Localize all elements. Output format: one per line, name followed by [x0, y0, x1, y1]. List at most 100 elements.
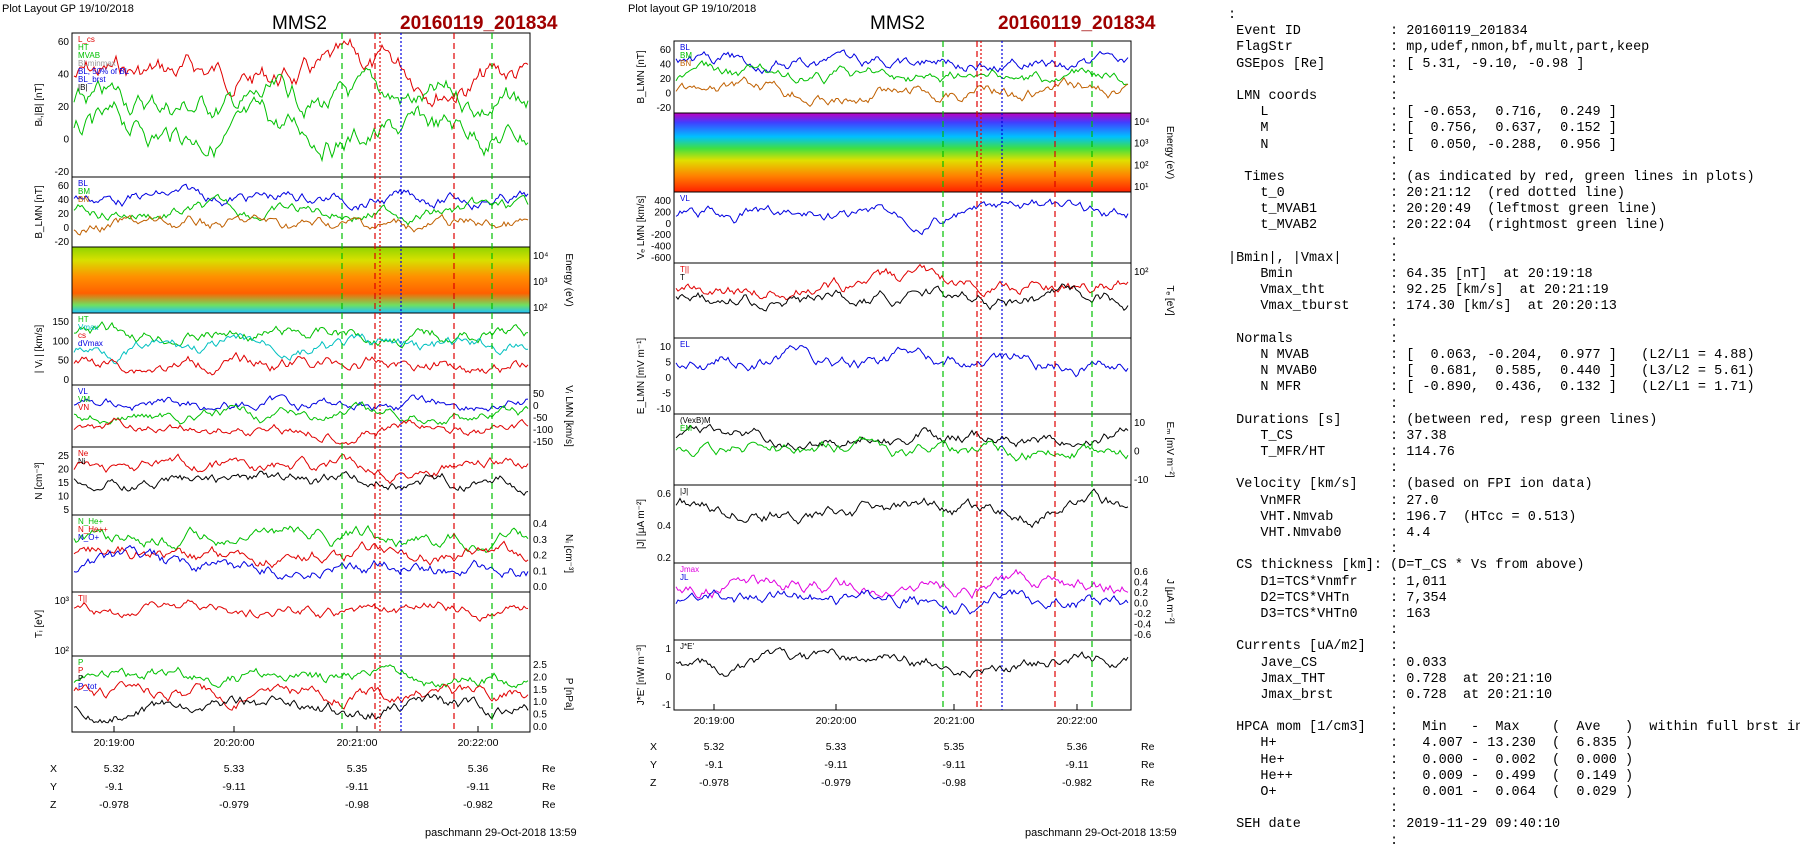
- y-tick-label: 1: [665, 644, 671, 655]
- plot-panel-5: 10 5 0 -5 -10 E_LMN [mV m⁻¹] EL: [636, 337, 1132, 415]
- y-tick-label: 0: [665, 219, 671, 230]
- series-line: [73, 193, 529, 226]
- y-tick-label: 0.2: [657, 553, 671, 564]
- y-tick-label: 60: [58, 181, 70, 192]
- legend-entry: VL: [680, 194, 690, 203]
- legend-entry: T||: [78, 594, 87, 603]
- left-header: Plot Layout GP 19/10/2018: [2, 3, 134, 15]
- series-line: [675, 198, 1129, 236]
- info-line: L : [ -0.653, 0.716, 0.249 ]: [1228, 105, 1617, 121]
- y-tick-label-right: 1.5: [533, 685, 547, 696]
- legend-entry: Jmax: [680, 565, 699, 574]
- info-line: N MVAB0 : [ 0.681, 0.585, 0.440 ] (L3/L2…: [1228, 364, 1755, 380]
- y-tick-label-right: -0.4: [1134, 620, 1152, 631]
- series-line: [73, 394, 529, 412]
- info-line: Bmin : 64.35 [nT] at 20:19:18: [1228, 267, 1593, 282]
- panel-frame: [71, 32, 531, 178]
- info-line: H+ : 4.007 - 13.230 ( 6.835 ): [1228, 736, 1634, 752]
- legend-entry: P: [78, 674, 83, 683]
- x-tick-label: 20:21:00: [337, 737, 378, 749]
- x-tick-label: 20:19:00: [94, 737, 135, 749]
- y-tick-label: 5: [665, 358, 671, 369]
- y-tick-label-right: 10²: [533, 303, 548, 314]
- series-line: [675, 345, 1129, 378]
- x-tick-label: 20:22:00: [1057, 715, 1098, 727]
- ephemeris-row-name: X: [650, 741, 657, 753]
- ephemeris-row-name: Z: [650, 777, 657, 789]
- ephemeris-value: -9.11: [345, 781, 368, 793]
- y-tick-label: 10: [58, 492, 70, 503]
- series-line: [675, 76, 1129, 107]
- legend-entry: JL: [680, 573, 689, 582]
- info-line: :: [1228, 153, 1399, 169]
- panel-frame: [71, 176, 531, 248]
- info-line: VHT.Nmvab0 : 4.4: [1228, 526, 1431, 541]
- left-event-id: 20160119_201834: [400, 13, 558, 34]
- series-line: [675, 488, 1129, 529]
- info-line: D1=TCS*Vnmfr : 1,011: [1228, 574, 1447, 590]
- y-tick-label-right: 50: [533, 389, 545, 400]
- legend-entry: |J|: [680, 487, 688, 496]
- y-tick-label-right: 10²: [1134, 160, 1149, 171]
- x-tick-label: 20:21:00: [934, 715, 975, 727]
- info-line: HPCA mom [1/cm3] : Min - Max ( Ave ) wit…: [1228, 720, 1800, 736]
- event-markers: [942, 41, 1093, 710]
- info-line: Vmax_tht : 92.25 [km/s] at 20:21:19: [1228, 283, 1609, 299]
- ephemeris-unit: Re: [542, 763, 556, 775]
- y-tick-label-right: 10¹: [1134, 182, 1149, 193]
- y-axis-label-right: Energy (eV): [563, 253, 574, 306]
- series-line: [675, 423, 1129, 452]
- info-line: O+ : 0.001 - 0.064 ( 0.029 ): [1228, 785, 1634, 800]
- y-tick-label-right: 2.0: [533, 672, 547, 683]
- panel-frame: [71, 591, 531, 657]
- info-line: Times : (as indicated by red, green line…: [1228, 169, 1755, 185]
- info-line: Jmax_brst : 0.728 at 20:21:10: [1228, 687, 1553, 703]
- y-axis-label-right: Energy (eV): [1164, 126, 1175, 179]
- series-line: [73, 544, 529, 581]
- series-line: [675, 263, 1129, 301]
- y-axis-label-right: P [nPa]: [563, 678, 574, 711]
- x-tick-label: 20:20:00: [816, 715, 857, 727]
- y-tick-label-right: -150: [533, 437, 553, 448]
- info-line: VHT.Nmvab : 196.7 (HTcc = 0.513): [1228, 509, 1577, 525]
- y-tick-label: 0.4: [657, 521, 671, 532]
- legend-entry: J*E': [680, 642, 694, 651]
- legend-entry: HT: [78, 43, 89, 52]
- legend-entry: N_He++: [78, 525, 108, 534]
- info-line: VnMFR : 27.0: [1228, 493, 1439, 509]
- y-tick-label: 20: [58, 465, 70, 476]
- legend-entry: BN: [78, 195, 89, 204]
- legend-entry: (VexB)M: [680, 416, 711, 425]
- y-tick-label-right: -10: [1134, 475, 1149, 486]
- y-tick-label-right: 10³: [533, 277, 548, 288]
- legend-entry: EM: [680, 424, 692, 433]
- legend-entry: N_O+: [78, 533, 99, 542]
- panel-frame: [673, 484, 1132, 564]
- ephemeris-value: -0.979: [219, 799, 249, 811]
- info-line: He++ : 0.009 - 0.499 ( 0.149 ): [1228, 768, 1634, 784]
- y-tick-label: 200: [654, 207, 671, 218]
- y-tick-label-right: 0.5: [533, 710, 547, 721]
- y-tick-label-right: 0.2: [533, 551, 547, 562]
- y-tick-label: -20: [657, 103, 672, 114]
- y-tick-label-right: -100: [533, 425, 553, 436]
- right-header: Plot layout GP 19/10/2018: [628, 3, 756, 15]
- y-tick-label: 5: [63, 505, 69, 516]
- y-tick-label: 15: [58, 478, 70, 489]
- series-line: [73, 401, 529, 426]
- y-axis-label: |J| [μA m⁻²]: [636, 499, 647, 549]
- y-tick-label-right: 10⁴: [533, 251, 548, 262]
- ephemeris-row-name: Y: [650, 759, 657, 771]
- y-axis-label: B_LMN [nT]: [636, 50, 647, 104]
- series-line: [73, 693, 529, 724]
- series-line: [675, 646, 1129, 679]
- legend-entry: EL: [680, 340, 690, 349]
- y-tick-label-right: 10³: [1134, 139, 1149, 150]
- ephemeris-value: 5.33: [826, 741, 847, 753]
- y-tick-label-right: -50: [533, 413, 548, 424]
